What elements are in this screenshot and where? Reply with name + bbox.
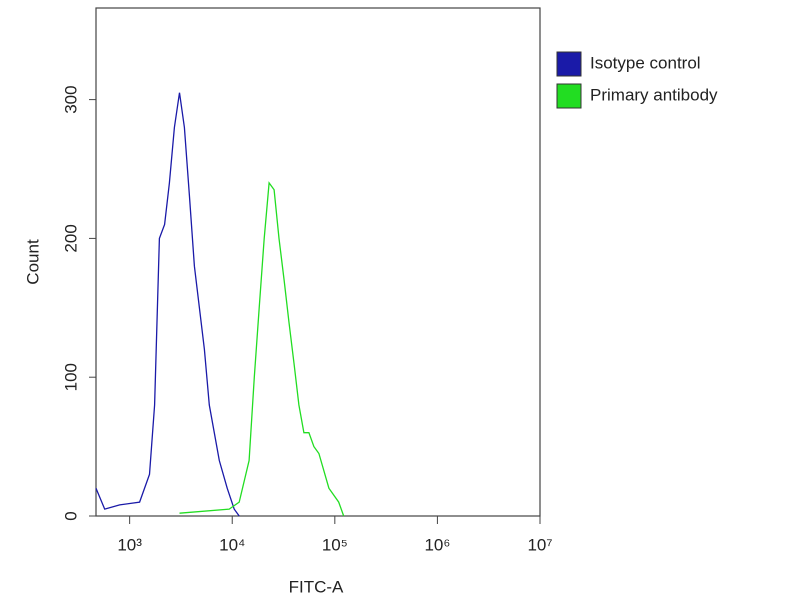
x-tick-label: 10⁶: [424, 535, 450, 554]
legend-label: Isotype control: [590, 53, 701, 72]
x-tick-label: 10⁵: [322, 535, 348, 554]
legend-swatch: [556, 51, 582, 77]
x-tick-label: 10⁴: [219, 535, 245, 554]
x-axis-label: FITC-A: [289, 577, 344, 596]
x-tick-label: 10⁷: [527, 535, 552, 554]
histogram-line: [179, 181, 345, 517]
histogram-line: [95, 92, 240, 517]
y-axis-label: Count: [23, 239, 42, 285]
y-tick-label: 200: [61, 224, 80, 252]
legend-label: Primary antibody: [590, 85, 718, 104]
x-tick-label: 10³: [117, 535, 142, 554]
y-tick-label: 300: [61, 85, 80, 113]
y-tick-label: 0: [61, 511, 80, 520]
legend-swatch: [556, 83, 582, 109]
y-tick-label: 100: [61, 363, 80, 391]
plot-frame: [95, 7, 541, 517]
